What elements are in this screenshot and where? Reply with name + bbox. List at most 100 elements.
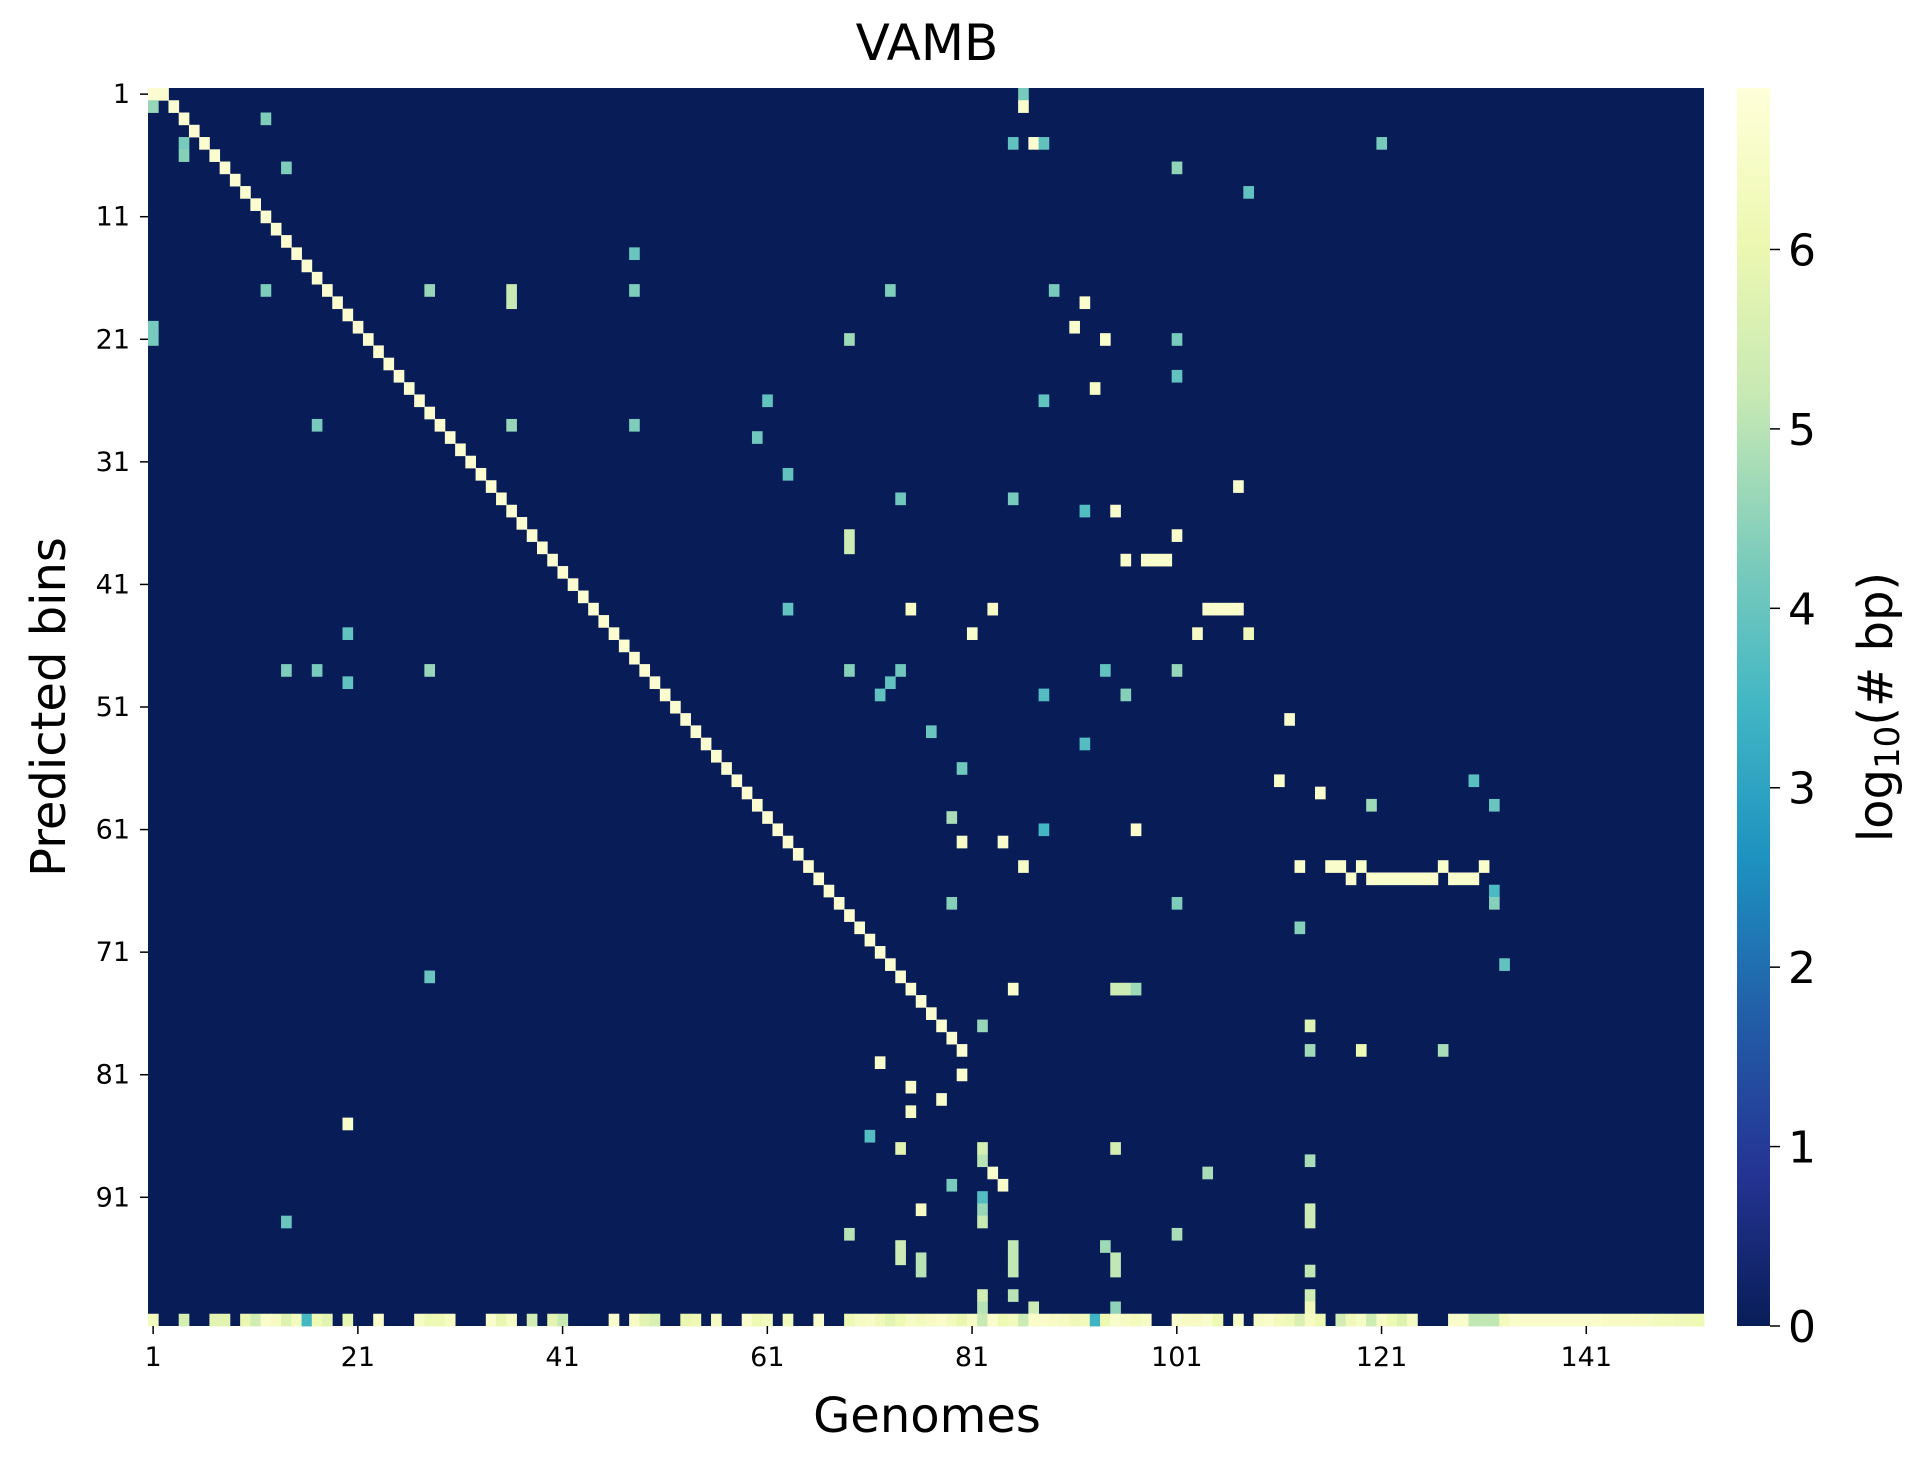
heatmap-cell [915, 1203, 927, 1217]
heatmap-cell [1171, 369, 1183, 383]
heatmap-cell [1468, 1313, 1480, 1327]
heatmap-cell [424, 406, 436, 420]
heatmap-cell [844, 541, 855, 555]
heatmap-cell [1069, 1313, 1080, 1327]
heatmap-cell [178, 1313, 190, 1327]
heatmap-cell [1437, 1044, 1449, 1057]
heatmap-cell [1110, 1301, 1121, 1315]
heatmap-cell [1243, 186, 1254, 199]
heatmap-cell [1294, 860, 1306, 873]
heatmap-cell [301, 259, 313, 273]
heatmap-cell [1048, 284, 1060, 297]
heatmap-cell [506, 418, 517, 432]
heatmap-cell [455, 443, 466, 457]
heatmap-cell [1028, 137, 1040, 150]
heatmap-cell [1448, 1313, 1459, 1327]
heatmap-cell [291, 247, 302, 261]
colorbar-tick-label: 6 [1788, 225, 1816, 276]
heatmap-cell [762, 811, 773, 824]
heatmap-cell [537, 541, 548, 555]
heatmap-cell [833, 896, 845, 910]
heatmap-cell [506, 1313, 517, 1327]
heatmap-cell [895, 970, 906, 984]
heatmap-cell [1489, 884, 1500, 898]
heatmap-cell [915, 1252, 927, 1266]
heatmap-cell [414, 1313, 425, 1327]
heatmap-cell [885, 284, 896, 297]
heatmap-cell [250, 1313, 262, 1327]
heatmap-cell [629, 418, 640, 432]
heatmap-cell [1161, 553, 1173, 567]
heatmap-cell [956, 1068, 968, 1082]
heatmap-cell [1120, 982, 1132, 996]
heatmap-cell [1181, 1313, 1193, 1327]
heatmap-cell [1315, 786, 1326, 800]
heatmap-cell [1007, 492, 1019, 506]
heatmap-cell [1642, 1313, 1654, 1327]
heatmap-cell [874, 688, 886, 702]
heatmap-cell [219, 161, 231, 175]
heatmap-cell [1396, 872, 1408, 886]
heatmap-cell [844, 1313, 855, 1327]
heatmap-cell [1100, 664, 1111, 677]
heatmap-cell [1007, 1313, 1019, 1327]
heatmap-cell [1120, 1313, 1132, 1327]
heatmap-cell [1130, 1313, 1142, 1327]
chart-title: VAMB [856, 14, 999, 72]
heatmap-cell [1304, 1301, 1316, 1315]
heatmap-cell [1478, 860, 1490, 873]
y-tick-label: 41 [96, 569, 130, 600]
heatmap-cell [1233, 480, 1244, 493]
heatmap-cell [1018, 88, 1029, 101]
heatmap-cell [526, 1313, 538, 1327]
heatmap-cell [1110, 1313, 1121, 1327]
heatmap-cell [1335, 860, 1347, 873]
heatmap-cell [485, 480, 497, 493]
heatmap-cell [1100, 1240, 1111, 1253]
heatmap-cell [547, 1313, 558, 1327]
heatmap-cell [1171, 1313, 1183, 1327]
heatmap-cell [1325, 860, 1336, 873]
heatmap-cell [311, 1313, 323, 1327]
heatmap-cell [946, 1313, 958, 1327]
heatmap-cell [1069, 320, 1080, 334]
heatmap-cell [1079, 1313, 1091, 1327]
heatmap-cell [1376, 1313, 1388, 1327]
heatmap-cell [270, 222, 282, 236]
heatmap-cell [629, 247, 640, 261]
heatmap-cell [915, 995, 927, 1008]
heatmap-cell [403, 382, 415, 395]
heatmap-cell [506, 504, 517, 518]
heatmap-cell [1202, 602, 1214, 616]
heatmap-cell [342, 676, 354, 690]
heatmap-cell [465, 455, 476, 469]
x-tick-label: 121 [1356, 1342, 1408, 1373]
heatmap-cell [373, 345, 384, 359]
heatmap-cell [281, 1215, 292, 1229]
heatmap-cell [547, 553, 558, 567]
heatmap-cell [526, 529, 538, 542]
heatmap-cell [148, 333, 159, 346]
colorbar-title-log: log [1848, 769, 1904, 842]
heatmap-cell [977, 1154, 988, 1168]
heatmap-cell [977, 1142, 988, 1155]
heatmap-cell [1171, 1227, 1183, 1241]
heatmap-cell [1018, 860, 1029, 873]
heatmap-cell [1110, 1252, 1121, 1266]
heatmap-cell [629, 651, 640, 665]
colorbar-title-sub: 10 [1868, 726, 1905, 769]
heatmap-cell [434, 418, 446, 432]
heatmap-cell [1304, 1019, 1316, 1033]
heatmap-cell [1007, 1264, 1019, 1278]
heatmap-cell [1437, 860, 1449, 873]
y-tick-label: 71 [96, 937, 130, 968]
heatmap-cell [1089, 382, 1101, 395]
heatmap-cell [629, 1313, 640, 1327]
heatmap-cell [895, 1252, 906, 1266]
heatmap-cell [823, 884, 835, 898]
heatmap-cell [322, 284, 333, 297]
heatmap-cell [1304, 1289, 1316, 1302]
heatmap-cell [1601, 1313, 1613, 1327]
heatmap-cell [311, 418, 323, 432]
heatmap-cell [977, 1191, 988, 1204]
